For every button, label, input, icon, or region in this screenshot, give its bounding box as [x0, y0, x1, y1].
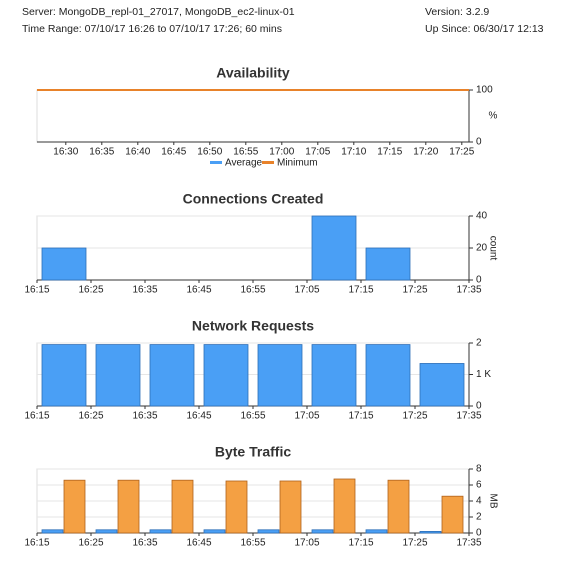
- bar: [95, 529, 118, 534]
- plot-area: [36, 89, 470, 143]
- bar: [441, 495, 464, 534]
- x-tick-label: 16:15: [24, 538, 49, 549]
- x-tick-label: 16:45: [186, 285, 211, 296]
- y-tick-label: 4: [476, 496, 482, 507]
- server: Server: MongoDB_repl-01_27017, MongoDB_e…: [22, 6, 295, 18]
- y-tick-label: 1 K: [476, 369, 491, 380]
- bar: [311, 529, 334, 534]
- x-tick-label: 17:35: [456, 411, 481, 422]
- bar: [365, 344, 411, 407]
- y-tick-label: 6: [476, 480, 482, 491]
- chart-title: Byte Traffic: [215, 444, 291, 460]
- x-tick-label: 17:05: [305, 147, 330, 158]
- bar: [171, 479, 194, 534]
- x-tick-label: 17:15: [348, 538, 373, 549]
- time-range: Time Range: 07/10/17 16:26 to 07/10/17 1…: [22, 23, 282, 35]
- x-tick-label: 16:55: [240, 411, 265, 422]
- x-tick-label: 17:00: [269, 147, 294, 158]
- bar: [419, 531, 442, 534]
- y-tick-label: 40: [476, 211, 488, 222]
- chart-title: Connections Created: [183, 191, 324, 207]
- legend-swatch: [210, 161, 222, 164]
- bar: [257, 344, 303, 407]
- x-tick-label: 17:25: [402, 285, 427, 296]
- x-tick-label: 17:20: [413, 147, 438, 158]
- chart-title: Network Requests: [192, 318, 314, 334]
- x-tick-label: 17:10: [341, 147, 366, 158]
- x-tick-label: 16:45: [186, 411, 211, 422]
- version: Version: 3.2.9: [425, 6, 489, 18]
- bar: [149, 529, 172, 534]
- x-tick-label: 17:15: [377, 147, 402, 158]
- x-tick-label: 16:15: [24, 285, 49, 296]
- legend-label: Minimum: [277, 158, 318, 169]
- y-axis-label: %: [489, 111, 498, 122]
- x-tick-label: 17:25: [402, 411, 427, 422]
- x-tick-label: 16:55: [240, 285, 265, 296]
- x-tick-label: 17:25: [449, 147, 474, 158]
- y-tick-label: 0: [476, 528, 482, 539]
- bar: [41, 247, 87, 281]
- bar: [203, 529, 226, 534]
- x-tick-label: 16:25: [78, 411, 103, 422]
- bar: [365, 247, 411, 281]
- x-tick-label: 16:25: [78, 538, 103, 549]
- bar: [203, 344, 249, 407]
- y-tick-label: 8: [476, 464, 482, 475]
- y-tick-label: 100: [476, 85, 493, 96]
- x-tick-label: 17:05: [294, 285, 319, 296]
- y-tick-label: 0: [476, 137, 482, 148]
- y-tick-label: 20: [476, 243, 488, 254]
- x-tick-label: 16:40: [125, 147, 150, 158]
- bar: [279, 480, 302, 534]
- bar: [387, 479, 410, 534]
- legend-label: Average: [225, 158, 263, 169]
- x-tick-label: 17:05: [294, 538, 319, 549]
- x-tick-label: 17:15: [348, 411, 373, 422]
- x-tick-label: 16:35: [132, 538, 157, 549]
- bar: [225, 480, 248, 534]
- bar: [419, 363, 465, 407]
- bar: [311, 215, 357, 281]
- x-tick-label: 17:25: [402, 538, 427, 549]
- bar: [333, 478, 356, 534]
- x-tick-label: 16:35: [89, 147, 114, 158]
- x-tick-label: 17:35: [456, 285, 481, 296]
- bar: [117, 479, 140, 534]
- x-tick-label: 16:45: [161, 147, 186, 158]
- bar: [257, 529, 280, 534]
- x-tick-label: 16:30: [53, 147, 78, 158]
- x-tick-label: 16:15: [24, 411, 49, 422]
- y-axis-label: count: [487, 236, 498, 261]
- bar: [63, 479, 86, 534]
- x-tick-label: 17:05: [294, 411, 319, 422]
- bar: [311, 344, 357, 407]
- x-tick-label: 16:50: [197, 147, 222, 158]
- up-since: Up Since: 06/30/17 12:13: [425, 23, 544, 35]
- y-tick-label: 0: [476, 275, 482, 286]
- x-tick-label: 16:45: [186, 538, 211, 549]
- x-tick-label: 16:25: [78, 285, 103, 296]
- chart-title: Availability: [216, 65, 290, 81]
- bar: [41, 344, 87, 407]
- x-tick-label: 16:55: [240, 538, 265, 549]
- x-tick-label: 17:15: [348, 285, 373, 296]
- bar: [41, 529, 64, 534]
- y-tick-label: 0: [476, 401, 482, 412]
- legend-swatch: [262, 161, 274, 164]
- x-tick-label: 16:35: [132, 411, 157, 422]
- y-tick-label: 2: [476, 512, 482, 523]
- x-tick-label: 17:35: [456, 538, 481, 549]
- x-tick-label: 16:35: [132, 285, 157, 296]
- bar: [95, 344, 141, 407]
- y-tick-label: 2: [476, 338, 482, 349]
- y-axis-label: MB: [487, 494, 498, 509]
- bar: [149, 344, 195, 407]
- x-tick-label: 16:55: [233, 147, 258, 158]
- bar: [365, 529, 388, 534]
